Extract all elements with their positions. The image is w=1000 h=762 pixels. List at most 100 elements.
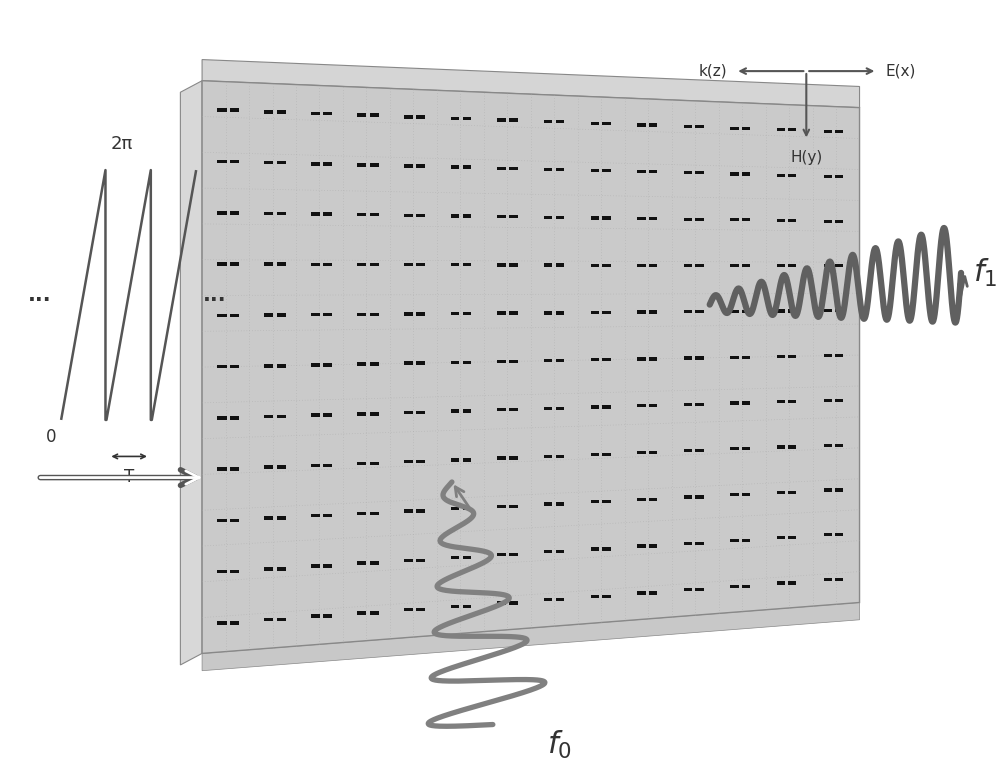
Bar [544, 359, 552, 362]
Bar [463, 214, 471, 218]
Bar [416, 165, 425, 168]
Bar [544, 264, 552, 267]
Bar [370, 213, 379, 216]
Bar [451, 409, 459, 413]
Bar [277, 212, 286, 215]
Bar [509, 408, 518, 411]
Bar [788, 219, 796, 222]
Bar [277, 516, 286, 520]
Bar [602, 453, 611, 456]
Bar [835, 443, 843, 447]
Bar [404, 263, 413, 267]
Bar [544, 407, 552, 410]
Bar [637, 170, 646, 174]
Bar [463, 507, 471, 511]
Bar [217, 570, 227, 574]
Bar [835, 354, 843, 357]
Bar [370, 462, 379, 466]
Bar [370, 163, 379, 167]
Bar [835, 309, 843, 312]
Bar [556, 359, 564, 362]
Bar [217, 416, 227, 420]
Bar [404, 361, 413, 365]
Bar [416, 312, 425, 315]
Bar [311, 514, 320, 517]
Bar [230, 416, 239, 420]
Bar [777, 219, 785, 222]
Bar [311, 263, 320, 266]
Bar [649, 170, 657, 174]
Bar [497, 456, 506, 459]
Bar [264, 415, 273, 418]
Polygon shape [202, 81, 860, 654]
Bar [370, 412, 379, 415]
Bar [497, 601, 506, 604]
Bar [591, 594, 599, 598]
Bar [230, 519, 239, 522]
Bar [497, 504, 506, 508]
Bar [777, 128, 785, 131]
Bar [230, 160, 239, 163]
Bar [357, 163, 366, 167]
Bar [370, 562, 379, 565]
Bar [777, 264, 785, 267]
Bar [497, 360, 506, 363]
Bar [695, 310, 704, 313]
Bar [777, 309, 785, 312]
Bar [684, 449, 692, 453]
Bar [230, 262, 239, 266]
Bar [463, 555, 471, 559]
Bar [497, 312, 506, 315]
Bar [556, 407, 564, 410]
Bar [742, 539, 750, 542]
Bar [311, 363, 320, 367]
Bar [556, 550, 564, 553]
Bar [742, 402, 750, 405]
Bar [264, 618, 273, 621]
Bar [602, 122, 611, 125]
Bar [277, 313, 286, 317]
Bar [684, 217, 692, 221]
Bar [370, 362, 379, 366]
Bar [544, 216, 552, 219]
Bar [835, 399, 843, 402]
Bar [463, 165, 471, 169]
Bar [637, 404, 646, 408]
Bar [264, 466, 273, 469]
Bar [311, 213, 320, 216]
Bar [591, 264, 599, 267]
Bar [509, 504, 518, 508]
Bar [637, 310, 646, 314]
Bar [311, 564, 320, 568]
Bar [684, 588, 692, 591]
Bar [602, 405, 611, 408]
Bar [824, 264, 832, 267]
Bar [277, 110, 286, 114]
Bar [788, 491, 796, 494]
Bar [264, 364, 273, 367]
Bar [357, 114, 366, 117]
Bar [602, 594, 611, 598]
Bar [230, 211, 239, 215]
Bar [824, 219, 832, 223]
Bar [742, 126, 750, 130]
Bar [217, 365, 227, 368]
Bar [404, 460, 413, 463]
Bar [602, 264, 611, 267]
Bar [835, 488, 843, 491]
Bar [230, 570, 239, 574]
Polygon shape [202, 59, 860, 107]
Bar [416, 608, 425, 611]
Bar [311, 313, 320, 316]
Bar [416, 559, 425, 562]
Bar [684, 403, 692, 406]
Bar [217, 108, 227, 112]
Bar [695, 588, 704, 591]
Bar [277, 466, 286, 469]
Bar [451, 555, 459, 559]
Bar [730, 539, 739, 542]
Bar [264, 262, 273, 266]
Bar [416, 213, 425, 217]
Bar [416, 263, 425, 267]
Bar [230, 467, 239, 471]
